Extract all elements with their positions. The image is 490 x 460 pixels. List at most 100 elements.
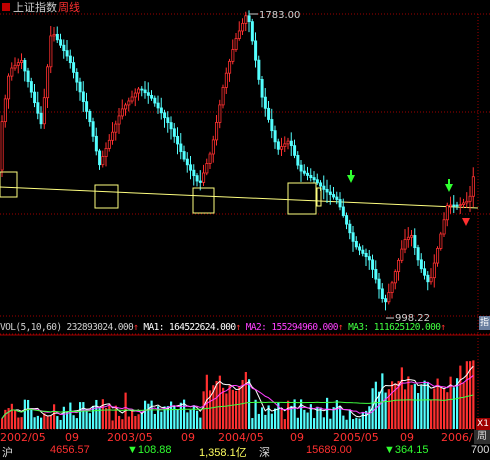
volume-bar [85, 408, 88, 429]
volume-bar [33, 417, 36, 429]
volume-bar [82, 402, 85, 429]
volume-bar [306, 412, 309, 429]
candle-body [107, 139, 111, 149]
volume-bar [153, 413, 156, 429]
vol-arrow: ↑ [133, 322, 139, 333]
volume-bar [378, 391, 381, 429]
candle-body [328, 191, 332, 195]
vol-value: VOL(5,10,60) 232893024.000 [0, 322, 134, 333]
zoom-x1-button[interactable]: X1 [476, 418, 490, 430]
volume-bar [101, 399, 104, 429]
volume-bar [235, 390, 238, 429]
candle-body [133, 92, 137, 98]
candle-body [371, 259, 375, 270]
volume-bar [394, 383, 397, 429]
candle-body [306, 172, 310, 176]
volume-bar [261, 407, 264, 429]
candle-body [114, 123, 118, 133]
volume-bar [72, 415, 75, 429]
volume-bar [189, 409, 192, 429]
volume-bar [111, 420, 114, 429]
candle-body [46, 66, 50, 99]
volume-bar [413, 384, 416, 429]
candle-body [260, 79, 264, 98]
candle-body [377, 278, 381, 290]
candle-body [52, 33, 56, 37]
volume-bar [313, 418, 316, 429]
indicator-tab[interactable]: 指 [479, 316, 490, 330]
candle-body [55, 33, 59, 41]
volume-bar [202, 391, 205, 429]
volume-bar [417, 393, 420, 429]
candle-body [179, 143, 183, 152]
candle-body [244, 15, 248, 24]
volume-bar [322, 417, 325, 429]
sh-index: 4656.57 [50, 444, 90, 456]
volume-bar [69, 402, 72, 429]
period-tab[interactable]: 周线 [474, 430, 490, 456]
volume-bar [274, 408, 277, 429]
volume-bar [267, 405, 270, 429]
candle-body [221, 87, 225, 106]
ma1-value: MA1: 164522624.000 [143, 322, 236, 333]
candle-body [341, 206, 345, 216]
candle-body [205, 163, 209, 174]
volume-bar [121, 419, 124, 429]
candle-body [406, 236, 410, 240]
candle-body [400, 248, 404, 261]
candle-body [426, 274, 430, 283]
candle-body [111, 131, 115, 141]
date-label: 09 [290, 431, 304, 444]
volume-bar [228, 385, 231, 429]
candle-body [276, 141, 280, 150]
volume-bar [215, 380, 218, 429]
volume-bar [368, 406, 371, 429]
candle-body [335, 196, 339, 200]
volume-bar [40, 417, 43, 429]
candle-body [455, 204, 459, 207]
date-label: 09 [181, 431, 195, 444]
candle-body [208, 153, 212, 164]
candle-body [16, 62, 20, 66]
candle-body [254, 40, 258, 61]
support-box [0, 171, 18, 198]
candle-body [348, 223, 352, 234]
support-box [192, 187, 215, 214]
candle-body [439, 233, 443, 249]
candle-body [49, 35, 53, 68]
candle-body [332, 194, 336, 198]
volume-bar [348, 409, 351, 429]
volume-bar [4, 409, 7, 429]
volume-bar [254, 399, 257, 429]
candle-body [185, 158, 189, 166]
candle-body [296, 154, 300, 166]
volume-bar [134, 416, 137, 429]
candle-body [68, 55, 72, 64]
candle-body [78, 81, 82, 93]
candle-body [195, 175, 199, 182]
candle-body [7, 75, 11, 100]
date-label: 2004/05 [218, 431, 264, 444]
candle-body [364, 252, 368, 258]
volume-bar [345, 419, 348, 429]
volume-bar [231, 389, 234, 429]
volume-bar [160, 411, 163, 429]
volume-bar [166, 406, 169, 429]
ma2-value: MA2: 155294960.000 [245, 322, 339, 333]
candle-body [10, 67, 14, 77]
candle-body [88, 110, 92, 123]
candle-body [367, 256, 371, 261]
volume-bar [423, 380, 426, 429]
volume-bar [339, 406, 342, 429]
candle-body [124, 104, 128, 110]
candle-body [91, 121, 95, 137]
volume-bar [384, 392, 387, 429]
candle-body [351, 232, 355, 242]
volume-bar [332, 407, 335, 429]
volume-bar [49, 415, 52, 429]
ma3-value: MA3: 111625120.000 [348, 322, 441, 333]
volume-bar [296, 417, 299, 429]
volume-ma-lines [1, 365, 474, 419]
volume-bar [456, 378, 459, 429]
